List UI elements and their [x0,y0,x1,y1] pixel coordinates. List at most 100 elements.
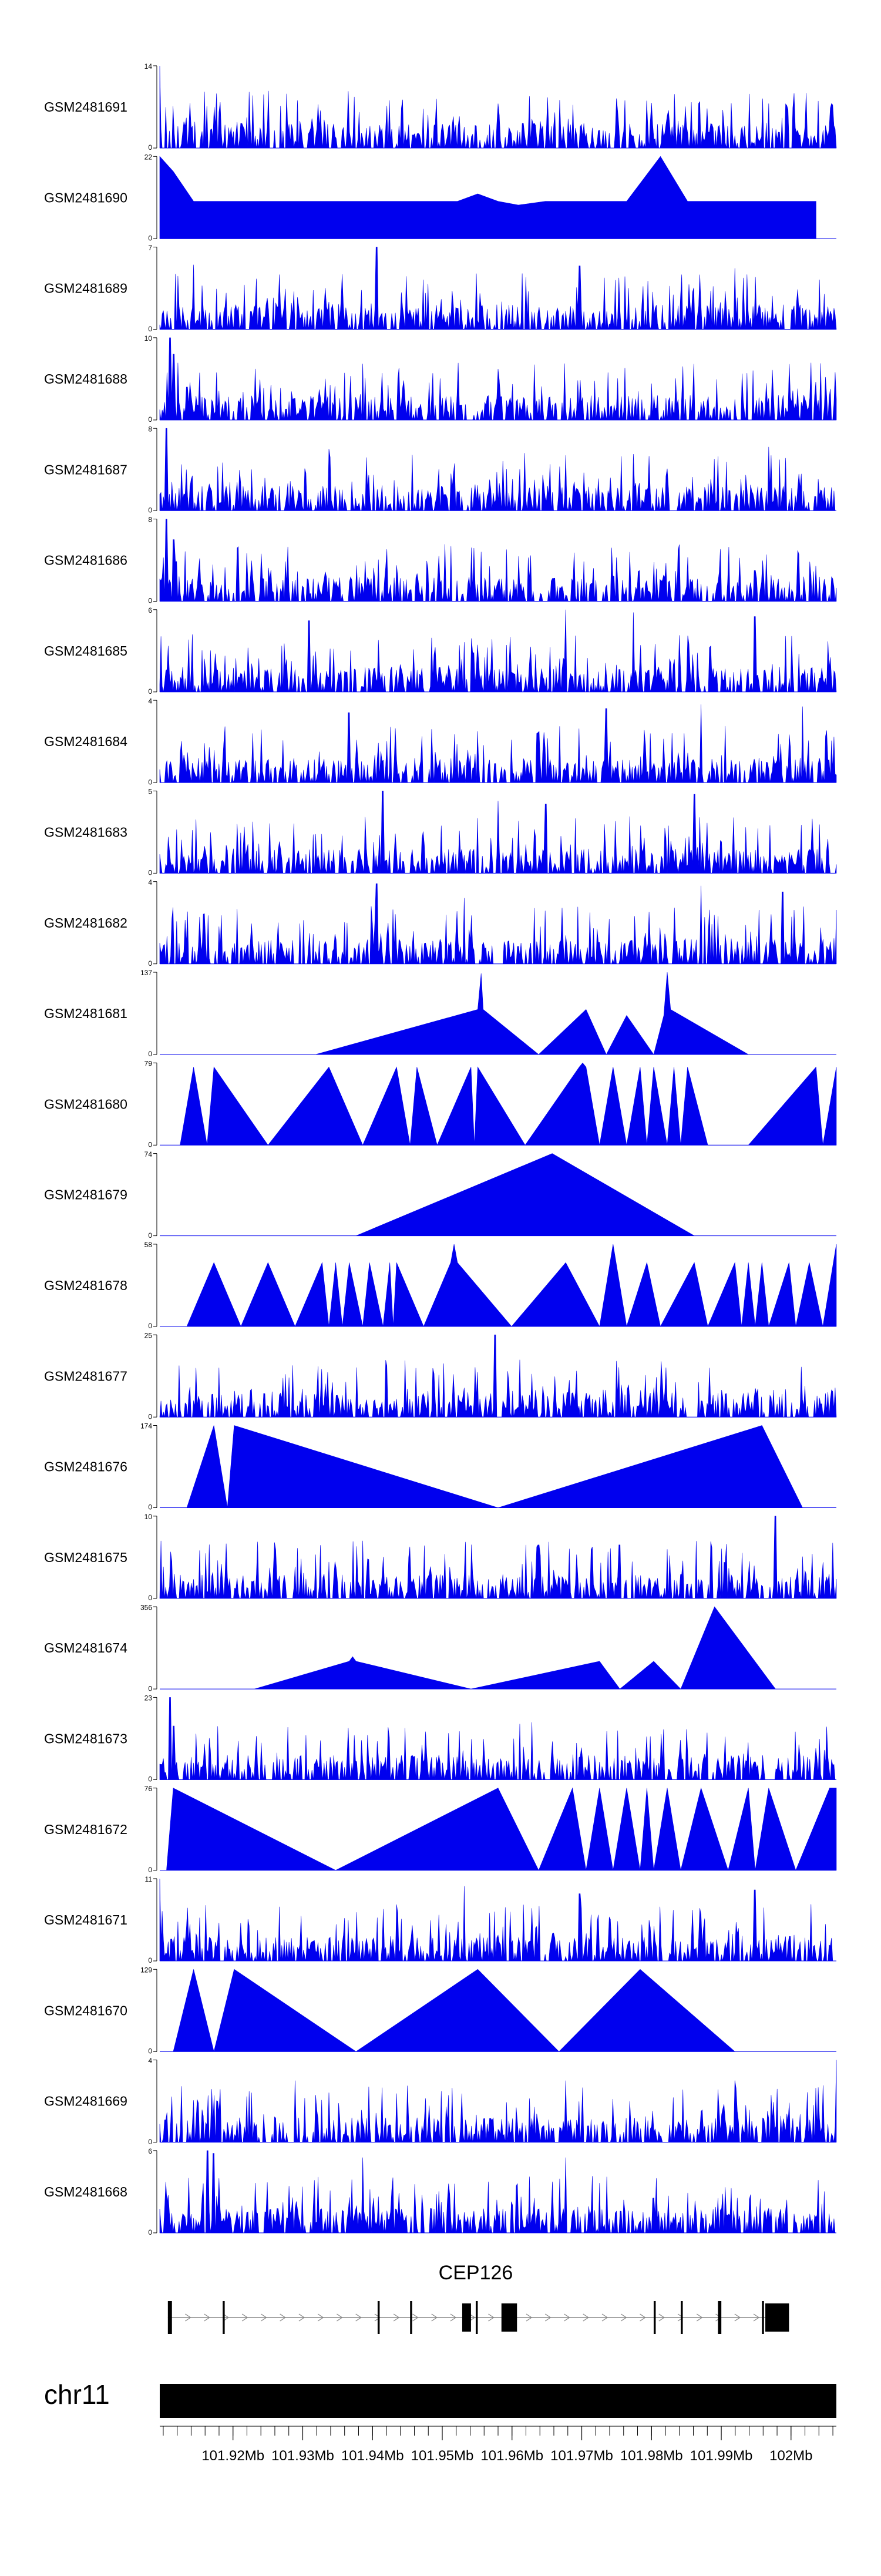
exon [475,2301,478,2334]
strand-arrow [317,2313,324,2322]
y-tick-label-zero: 0 [148,1050,152,1058]
strand-arrow [261,2313,267,2322]
y-tick-label-max: 4 [148,2057,152,2065]
y-tick-label-zero: 0 [148,234,152,242]
coverage-series [159,156,816,239]
y-tick-label-zero: 0 [148,778,152,786]
strand-arrow [393,2313,400,2322]
y-tick-label-max: 8 [148,425,152,433]
y-tick-label-max: 7 [148,244,152,252]
track-label: GSM2481668 [44,2184,127,2199]
y-tick-label-max: 11 [145,1875,153,1883]
track-GSM2481671: GSM2481671 11 0 [44,1875,836,1964]
y-tick-label-max: 174 [140,1422,152,1430]
y-tick-label-zero: 0 [148,1322,152,1330]
track-GSM2481691: GSM2481691 14 0 [44,62,837,152]
track-label: GSM2481689 [44,281,127,296]
coverage-series [159,519,837,602]
exon [718,2301,722,2334]
strand-arrow [204,2313,210,2322]
track-label: GSM2481675 [44,1550,127,1565]
x-tick-label: 101.95Mb [411,2448,474,2464]
strand-arrow [223,2313,230,2322]
coverage-series [159,1697,836,1780]
track-label: GSM2481683 [44,824,127,839]
strand-arrow [601,2313,608,2322]
y-tick-label-zero: 0 [148,415,152,424]
coverage-series [355,1153,695,1236]
y-tick-label-max: 8 [148,516,152,524]
y-tick-label-zero: 0 [148,1140,152,1148]
chromosome-name: chr11 [44,2379,110,2410]
strand-arrow [753,2313,760,2322]
y-tick-label-max: 5 [148,788,152,796]
y-tick-label-zero: 0 [148,1503,152,1512]
x-tick-label: 101.98Mb [620,2448,683,2464]
strand-arrow [620,2313,627,2322]
strand-arrow [640,2313,646,2322]
exon [377,2301,380,2334]
y-tick-label-max: 129 [140,1966,152,1974]
track-GSM2481668: GSM2481668 6 0 [44,2147,836,2236]
coverage-series [159,883,837,964]
coverage-series [159,1516,837,1599]
exon [653,2301,656,2334]
y-tick-label-zero: 0 [148,1231,152,1240]
coverage-series [166,1787,837,1871]
track-GSM2481688: GSM2481688 10 0 [44,334,837,424]
track-label: GSM2481684 [44,734,127,749]
track-GSM2481685: GSM2481685 6 0 [44,606,837,696]
strand-arrow [241,2313,248,2322]
exon [410,2301,412,2334]
y-tick-label-zero: 0 [148,506,152,514]
y-tick-label-zero: 0 [148,1775,152,1784]
track-GSM2481674: GSM2481674 356 0 [44,1603,836,1692]
track-GSM2481673: GSM2481673 23 0 [44,1694,836,1784]
track-label: GSM2481671 [44,1912,127,1927]
y-tick-label-max: 79 [144,1059,153,1067]
y-tick-label-max: 74 [144,1150,153,1158]
coverage-series [159,1334,837,1418]
track-label: GSM2481685 [44,643,127,659]
y-tick-label-max: 356 [140,1603,152,1611]
coverage-series [173,1969,736,2052]
y-tick-label-max: 4 [148,697,152,705]
exon [167,2301,172,2334]
strand-arrow [488,2313,495,2322]
strand-arrow [412,2313,419,2322]
track-label: GSM2481691 [44,99,127,115]
exon [223,2301,225,2334]
track-label: GSM2481679 [44,1187,127,1203]
strand-arrow [734,2313,741,2322]
y-tick-label-max: 4 [148,878,152,886]
track-label: GSM2481669 [44,2094,127,2109]
y-tick-label-zero: 0 [148,325,152,333]
chromosome-bar [160,2384,836,2418]
y-tick-label-max: 10 [144,334,153,342]
track-label: GSM2481674 [44,1640,127,1655]
exon [462,2303,471,2332]
track-label: GSM2481677 [44,1368,127,1383]
y-tick-label-zero: 0 [148,687,152,696]
coverage-series [159,428,836,511]
y-tick-label-zero: 0 [148,1412,152,1420]
track-GSM2481677: GSM2481677 25 0 [44,1331,837,1420]
track-GSM2481684: GSM2481684 4 0 [44,697,837,786]
y-tick-label-zero: 0 [148,1956,152,1964]
y-tick-label-max: 22 [144,153,153,161]
strand-arrow [337,2313,343,2322]
strand-arrow [355,2313,362,2322]
x-tick-label: 101.96Mb [480,2448,543,2464]
strand-arrow [298,2313,305,2322]
coverage-series [159,1878,836,1962]
track-label: GSM2481681 [44,1006,127,1021]
coverage-series [159,2060,837,2142]
x-tick-label: 102Mb [769,2448,812,2464]
strand-arrow [696,2313,703,2322]
coverage-series [159,791,837,874]
y-tick-label-zero: 0 [148,597,152,605]
coverage-series [159,2150,836,2234]
chromosome-ideogram: chr11 101.92Mb 101.93Mb 101.94Mb 101.95Mb 101… [44,2379,836,2464]
track-label: GSM2481688 [44,371,127,387]
